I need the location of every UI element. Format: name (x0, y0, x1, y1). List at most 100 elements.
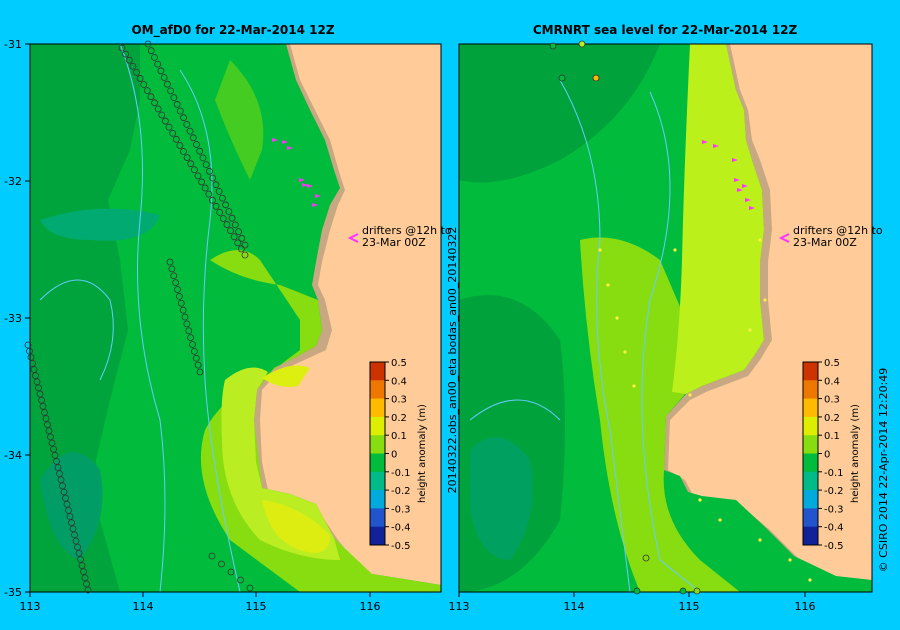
track-point (36, 390, 44, 398)
colorbar-tick-label: 0.2 (391, 413, 407, 424)
colorbar-tick-label: -0.3 (391, 504, 411, 515)
track-point (65, 506, 72, 514)
low-anomaly-region (459, 44, 660, 183)
x-tick-label: 113 (449, 600, 470, 613)
track-point (157, 67, 165, 75)
track-point (222, 201, 230, 209)
y-axis-ticks: -31 -32 -33 -34 -35 (4, 38, 30, 599)
track-point (42, 415, 50, 422)
colorbar-segment (370, 453, 385, 473)
track-point (209, 196, 216, 204)
track-point (186, 127, 194, 135)
drifter-marker (749, 206, 755, 210)
drifter-marker (282, 140, 288, 144)
drifter-marker (737, 188, 743, 192)
colorbar-segment (803, 398, 818, 418)
moderate-anomaly-region (215, 60, 264, 180)
track-point (225, 208, 233, 215)
track-point (172, 135, 180, 143)
track-point (163, 80, 171, 88)
track-point (185, 327, 193, 335)
colorbar-tick-label: 0 (824, 450, 830, 461)
obs-point (598, 248, 602, 252)
obs-point (673, 248, 677, 252)
track-point (218, 194, 226, 202)
left-map-panel: OM_afD0 for 22-Mar-2014 12Z drifters @12… (24, 23, 452, 594)
drifter-marker (713, 144, 719, 148)
track-point (74, 543, 81, 551)
track-point (169, 129, 177, 137)
track-point (218, 560, 225, 568)
track-point (68, 519, 75, 527)
colorbar-title: height anomaly (m) (417, 404, 428, 503)
track-point (83, 580, 90, 588)
track-point (238, 234, 246, 242)
track-point (69, 525, 77, 533)
high-anomaly-region (221, 367, 340, 560)
low-anomaly-eddy (40, 452, 103, 560)
track-point (75, 549, 83, 557)
colorbar-segment (370, 398, 385, 418)
track-point (189, 341, 196, 348)
obs-point (758, 238, 762, 242)
track-point (125, 56, 133, 64)
drifter-marker (315, 194, 321, 198)
track-point (84, 586, 92, 594)
track-point (147, 93, 155, 101)
drifter-arrow-icon (778, 233, 790, 243)
track-point (62, 494, 69, 502)
colorbar-segment (803, 362, 818, 381)
y-tick-label: -34 (4, 449, 22, 462)
track-point (194, 361, 202, 369)
track-point (216, 208, 224, 216)
track-point (165, 123, 173, 131)
ocean-field (30, 44, 441, 592)
y-tick-label: -33 (4, 312, 22, 325)
track-point (170, 94, 178, 101)
obs-point (788, 558, 792, 562)
low-anomaly-region (30, 44, 140, 592)
drifter-marker (732, 158, 738, 162)
track-point (154, 105, 162, 113)
track-point (51, 451, 59, 459)
track-point (237, 245, 245, 253)
track-point (202, 161, 210, 169)
track-point (173, 100, 181, 108)
track-point (41, 408, 48, 416)
track-point (205, 190, 213, 198)
track-point (151, 99, 158, 107)
obs-point (606, 283, 610, 287)
obs-point (718, 518, 722, 522)
obs-point (698, 498, 702, 502)
right-panel-title: CMRNRT sea level for 22-Mar-2014 12Z (533, 23, 798, 37)
track-point (201, 184, 209, 192)
track-point (144, 40, 152, 48)
drifter-marker (745, 198, 751, 202)
drifter-annotation: 23-Mar 00Z (362, 236, 426, 249)
track-point (192, 354, 200, 362)
obs-point (758, 538, 762, 542)
colorbar-tick-label: 0.3 (391, 395, 407, 406)
track-point (26, 347, 33, 355)
colorbar-segment (803, 453, 818, 473)
track-point (235, 228, 242, 236)
track-point (183, 154, 191, 161)
colorbar-tick-label: -0.2 (824, 486, 844, 497)
colorbar-segment (370, 380, 385, 400)
track-point (45, 427, 53, 435)
drifter-marker (302, 183, 308, 187)
colorbar-tick-label: -0.5 (391, 541, 411, 552)
track-point (227, 227, 234, 235)
drifter-marker (742, 184, 748, 188)
x-tick-label: 114 (133, 600, 154, 613)
x-tick-label: 116 (795, 600, 816, 613)
track-point (175, 292, 183, 300)
track-point (32, 372, 39, 380)
track-point (162, 117, 169, 125)
obs-point (632, 384, 636, 388)
track-point (118, 44, 126, 52)
track-point (78, 562, 86, 569)
bathymetry-contour (469, 399, 561, 421)
track-point (29, 359, 36, 367)
colorbar-tick-label: 0.5 (824, 358, 840, 369)
